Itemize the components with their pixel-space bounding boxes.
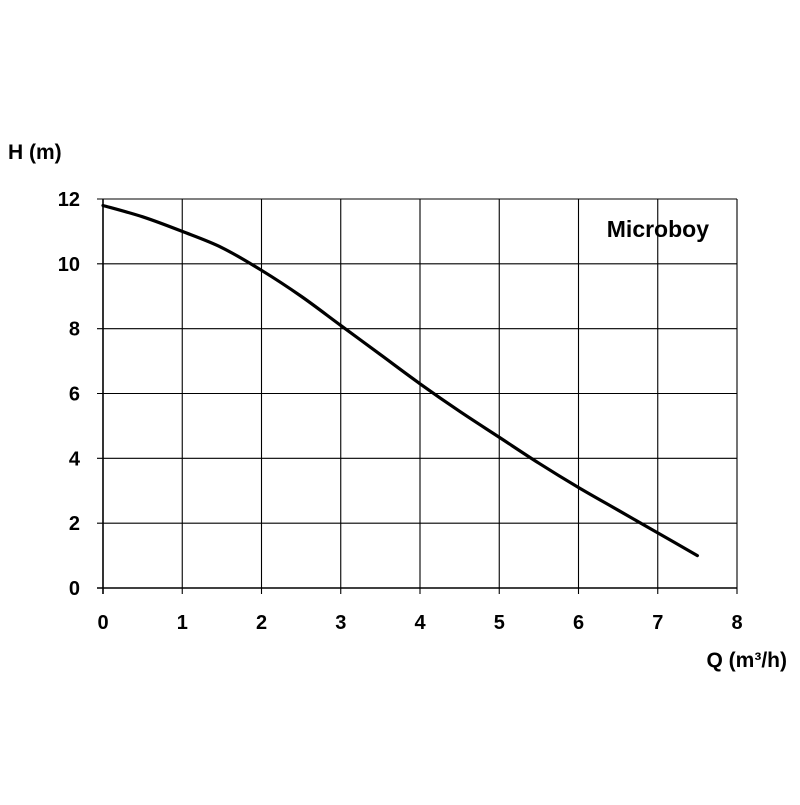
y-tick-label: 2 <box>69 513 80 535</box>
y-axis-label: H (m) <box>8 141 62 164</box>
x-tick-label: 4 <box>414 612 426 634</box>
x-tick-label: 2 <box>256 612 267 634</box>
x-tick-label: 1 <box>177 612 188 634</box>
y-tick-label: 8 <box>69 319 80 341</box>
x-axis-label: Q (m³/h) <box>707 649 787 672</box>
y-tick-label: 6 <box>69 384 80 406</box>
x-tick-label: 8 <box>731 612 742 634</box>
y-tick-label: 4 <box>69 448 81 470</box>
series-line <box>101 203 699 558</box>
x-tick-label: 6 <box>573 612 584 634</box>
x-tick-label: 7 <box>652 612 663 634</box>
y-tick-label: 12 <box>58 189 80 211</box>
y-tick-label: 0 <box>69 578 80 600</box>
chart-annotation: Microboy <box>607 216 709 242</box>
x-tick-label: 3 <box>335 612 346 634</box>
x-tick-label: 0 <box>97 612 108 634</box>
grid <box>97 198 738 594</box>
x-tick-label: 5 <box>494 612 505 634</box>
y-tick-label: 10 <box>58 254 80 276</box>
